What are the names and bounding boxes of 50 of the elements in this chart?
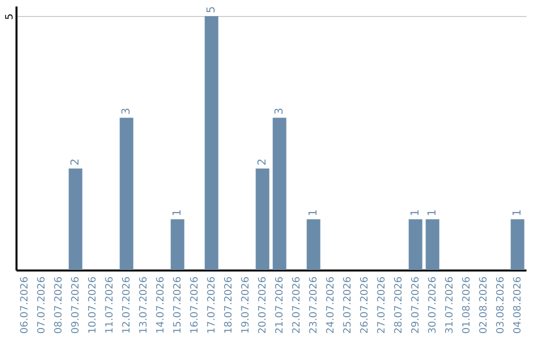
x-tick-label: 20.07.2026 bbox=[258, 276, 268, 334]
bar bbox=[204, 16, 218, 270]
x-tick-label: 18.07.2026 bbox=[224, 276, 234, 334]
x-tick-label: 10.07.2026 bbox=[88, 276, 98, 334]
bar bbox=[256, 168, 270, 270]
x-tick-label: 16.07.2026 bbox=[190, 276, 200, 334]
x-tick-label: 30.07.2026 bbox=[428, 276, 438, 334]
x-tick-label: 07.07.2026 bbox=[36, 276, 48, 334]
data-label: 3 bbox=[272, 108, 286, 115]
x-tick-label: 09.07.2026 bbox=[70, 276, 82, 334]
data-label: 1 bbox=[306, 209, 320, 216]
x-tick-label: 17.07.2026 bbox=[206, 276, 218, 334]
x-tick-label: 11.07.2026 bbox=[104, 276, 116, 334]
bar bbox=[170, 219, 184, 270]
x-tick-label: 23.07.2026 bbox=[308, 276, 320, 334]
data-label: 3 bbox=[120, 108, 132, 115]
x-tick-label: 31.07.2026 bbox=[444, 276, 456, 334]
data-label: 1 bbox=[426, 209, 438, 216]
x-tick-label: 12.07.2026 bbox=[122, 276, 132, 334]
x-tick-label: 25.07.2026 bbox=[342, 276, 354, 334]
x-tick-label: 15.07.2026 bbox=[172, 276, 184, 334]
x-tick-label: 27.07.2026 bbox=[376, 276, 388, 334]
data-label: 5 bbox=[204, 6, 218, 14]
x-tick-label: 28.07.2026 bbox=[394, 276, 404, 334]
x-tick-label: 29.07.2026 bbox=[410, 276, 422, 334]
x-tick-label: 06.07.2026 bbox=[20, 276, 30, 334]
x-tick-label: 08.07.2026 bbox=[54, 276, 64, 334]
data-label: 1 bbox=[408, 209, 422, 216]
bar bbox=[68, 168, 82, 270]
x-tick-label: 22.07.2026 bbox=[292, 276, 302, 334]
bar bbox=[426, 219, 440, 270]
bar bbox=[408, 219, 422, 270]
x-tick-label: 04.08.2026 bbox=[512, 276, 524, 334]
x-tick-label: 14.07.2026 bbox=[156, 276, 166, 334]
x-tick-label: 26.07.2026 bbox=[360, 276, 370, 334]
x-tick-label: 21.07.2026 bbox=[274, 276, 286, 334]
data-label: 2 bbox=[256, 158, 268, 166]
data-label: 1 bbox=[170, 209, 184, 216]
x-tick-label: 24.07.2026 bbox=[326, 276, 336, 334]
x-tick-label: 19.07.2026 bbox=[240, 276, 252, 334]
bar bbox=[120, 118, 134, 270]
x-tick-label: 02.08.2026 bbox=[478, 276, 490, 334]
x-tick-label: 03.08.2026 bbox=[496, 276, 506, 334]
data-label: 2 bbox=[68, 158, 82, 166]
bar bbox=[272, 118, 286, 270]
x-tick-label: 01.08.2026 bbox=[462, 276, 472, 334]
bar bbox=[306, 219, 320, 270]
bar bbox=[510, 219, 524, 270]
x-tick-label: 13.07.2026 bbox=[138, 276, 150, 334]
data-label: 1 bbox=[510, 209, 524, 216]
